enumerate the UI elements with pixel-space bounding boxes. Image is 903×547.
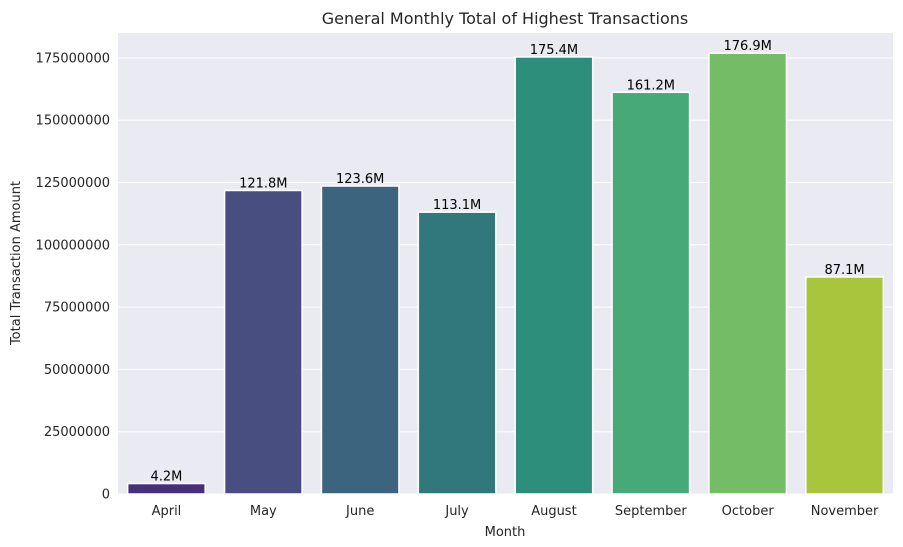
data-label-november: 87.1M [824, 263, 864, 278]
data-label-july: 113.1M [433, 198, 481, 213]
x-tick-label-september: September [615, 504, 688, 519]
bars [126, 52, 885, 495]
y-tick-label: 50000000 [44, 363, 110, 378]
bar-july [417, 211, 497, 495]
data-label-august: 175.4M [530, 43, 578, 58]
y-tick-label: 25000000 [44, 425, 110, 440]
y-tick-label: 75000000 [44, 301, 110, 316]
x-tick-label-may: May [250, 504, 277, 519]
data-labels: 4.2M 121.8M 123.6M 113.1M 175.4M 161.2M 176.9M… [150, 39, 864, 484]
data-label-october: 176.9M [723, 39, 771, 54]
data-label-september: 161.2M [627, 78, 675, 93]
x-tick-label-july: July [444, 504, 469, 519]
bar-may [223, 189, 303, 495]
y-tick-label: 150000000 [36, 114, 110, 129]
bar-august [514, 56, 594, 495]
x-tick-label-august: August [531, 504, 577, 519]
data-label-june: 123.6M [336, 172, 384, 187]
x-tick-label-october: October [722, 504, 775, 519]
x-tick-label-april: April [152, 504, 182, 519]
y-tick-label: 125000000 [36, 176, 110, 191]
chart-title: General Monthly Total of Highest Transac… [322, 9, 688, 28]
bar-june [320, 185, 400, 495]
bar-november [805, 276, 885, 495]
y-tick-label: 175000000 [36, 51, 110, 66]
y-axis-ticks: 0 25000000 50000000 75000000 100000000 125000… [36, 51, 110, 502]
x-axis-ticks: April May June July August September October No… [152, 504, 879, 519]
x-axis-label: Month [485, 525, 526, 540]
y-axis-label: Total Transaction Amount [9, 181, 24, 346]
y-tick-label: 100000000 [36, 238, 110, 253]
data-label-may: 121.8M [239, 176, 287, 191]
y-tick-label: 0 [102, 488, 110, 503]
bar-october [708, 52, 788, 495]
data-label-april: 4.2M [150, 470, 182, 485]
bar-september [611, 91, 691, 495]
bar-april [126, 482, 206, 495]
x-tick-label-june: June [345, 504, 374, 519]
x-tick-label-november: November [811, 504, 879, 519]
